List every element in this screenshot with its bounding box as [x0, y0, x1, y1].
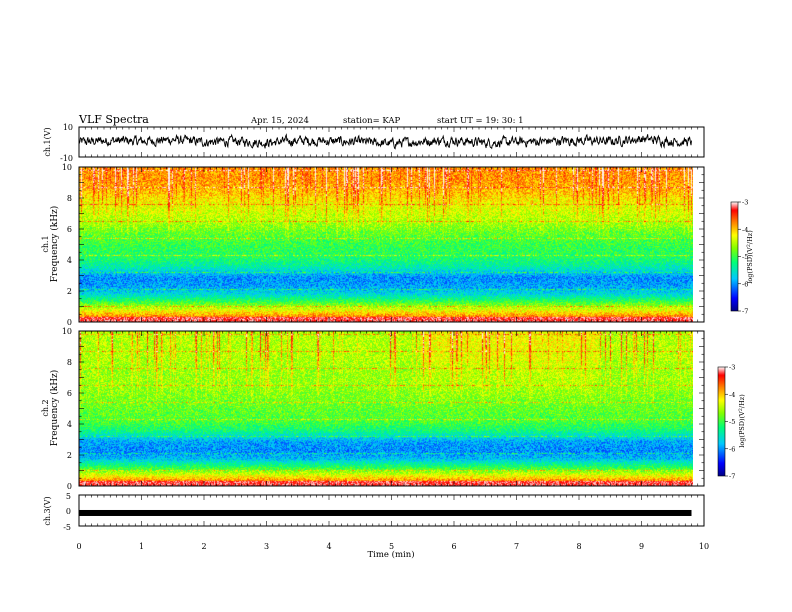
time-axis-ticklabels: 0 1 2 3 4 5 6 7 8 9 10 — [76, 542, 709, 551]
ch1-colorbar — [731, 202, 738, 311]
ch1-ytick-bottom: -10 — [60, 154, 73, 163]
ch3-ytick-top: 5 — [66, 492, 71, 501]
ch1-waveform-panel: 10 -10 ch.1(V) — [43, 123, 705, 163]
start-ut-label: start UT = 19: 30: 1 — [437, 116, 524, 126]
time-tick-label: 10 — [699, 542, 709, 551]
time-tick-label: 1 — [139, 542, 144, 551]
time-tick-label: 3 — [264, 542, 269, 551]
colorbar-tick-label: -3 — [742, 199, 748, 207]
ch3-ytick-bottom: -5 — [63, 523, 71, 532]
time-tick-label: 4 — [326, 542, 331, 551]
frequency-tick-label: 10 — [62, 327, 72, 336]
ch1-spectrogram-ylabel-ch: ch.1 — [41, 235, 50, 252]
ch1-colorbar-ticks: -3 -4 -5 -6 -7 — [738, 199, 748, 316]
colorbar-tick-label: -6 — [729, 445, 735, 453]
frequency-tick-label: 6 — [67, 225, 72, 234]
date-label: Apr. 15, 2024 — [250, 116, 309, 126]
frequency-tick-label: 2 — [67, 451, 72, 460]
colorbar-tick-label: -4 — [742, 226, 748, 234]
ch1-ylabel: ch.1(V) — [43, 127, 52, 156]
colorbar-tick-label: -5 — [729, 418, 735, 426]
ch2-colorbar-label: log(PSD)(V2/Hz) — [738, 394, 746, 448]
time-tick-label: 7 — [514, 542, 519, 551]
ch1-waveform-ticks — [78, 127, 705, 157]
ch1-spectrogram-yticks: 0 2 4 6 8 10 — [62, 163, 704, 327]
frequency-tick-label: 10 — [62, 163, 72, 172]
ch3-waveform-panel: 5 0 -5 ch.3(V) 0 1 2 3 4 5 6 7 8 9 10 Time (min) — [43, 492, 709, 560]
ch2-spectrogram-ticks — [78, 331, 705, 486]
time-tick-label: 0 — [76, 542, 81, 551]
frequency-tick-label: 4 — [67, 420, 72, 429]
ch1-ytick-top: 10 — [63, 123, 73, 132]
station-label: station= KAP — [343, 116, 401, 126]
ch2-spectrogram-image — [79, 331, 693, 486]
time-tick-label: 6 — [451, 542, 456, 551]
ch1-spectrogram-ticks — [78, 167, 705, 322]
time-axis-label: Time (min) — [367, 549, 414, 560]
ch2-spectrogram-ylabel-freq: Frequency (kHz) — [49, 370, 60, 447]
time-tick-label: 5 — [389, 542, 394, 551]
ch2-colorbar — [718, 367, 725, 476]
colorbar-tick-label: -5 — [742, 253, 748, 261]
frequency-tick-label: 8 — [67, 358, 72, 367]
ch1-colorbar-label: log(PSD)(V2/Hz) — [746, 230, 754, 284]
colorbar-tick-label: -6 — [742, 280, 748, 288]
ch1-waveform-trace — [78, 133, 692, 150]
ch2-spectrogram-ylabel-ch: ch.2 — [41, 399, 50, 416]
colorbar-tick-label: -7 — [742, 308, 748, 316]
figure-title: VLF Spectra — [78, 113, 149, 126]
time-tick-label: 2 — [201, 542, 206, 551]
ch1-spectrogram-ylabel-freq: Frequency (kHz) — [49, 206, 60, 283]
frequency-tick-label: 4 — [67, 256, 72, 265]
colorbar-tick-label: -4 — [729, 391, 735, 399]
colorbar-tick-label: -3 — [729, 364, 735, 372]
frequency-tick-label: 0 — [67, 482, 72, 491]
ch3-waveform-ticks — [78, 495, 705, 526]
colorbar-tick-label: -7 — [729, 473, 735, 481]
ch2-colorbar-ticks: -3 -4 -5 -6 -7 — [725, 364, 735, 481]
frequency-tick-label: 6 — [67, 389, 72, 398]
frequency-tick-label: 0 — [67, 318, 72, 327]
frequency-tick-label: 2 — [67, 287, 72, 296]
ch1-spectrogram-image — [79, 167, 693, 322]
ch3-waveform-trace — [79, 509, 692, 516]
ch3-ylabel: ch.3(V) — [43, 496, 52, 525]
frequency-tick-label: 8 — [67, 194, 72, 203]
ch2-spectrogram-yticks: 0 2 4 6 8 10 — [62, 327, 704, 491]
time-tick-label: 8 — [576, 542, 581, 551]
ch3-ytick-mid: 0 — [66, 507, 71, 516]
time-tick-label: 9 — [639, 542, 644, 551]
